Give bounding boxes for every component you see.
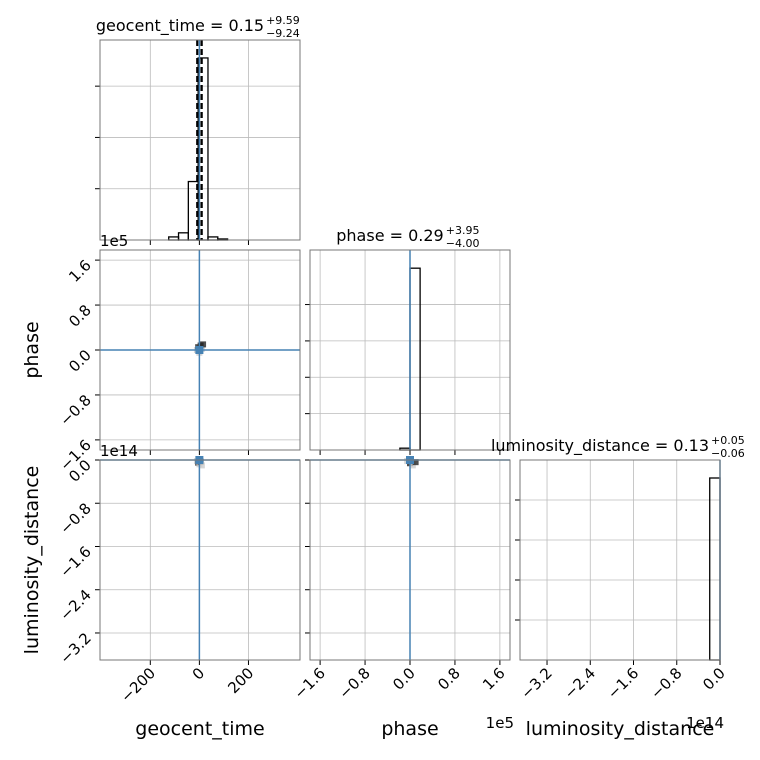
panel-title: geocent_time = 0.15 [96, 16, 264, 36]
histogram-bar [409, 267, 421, 451]
title-upper: +0.05 [711, 434, 745, 447]
panel-title: luminosity_distance = 0.13 [491, 436, 709, 456]
x-tick-label: −2.4 [561, 664, 599, 702]
x-tick-label: 0 [189, 664, 208, 683]
x-tick-label: 0.8 [434, 664, 464, 694]
x-axis-label: phase [381, 718, 438, 740]
x-offset-label: 1e5 [486, 714, 514, 732]
x-axis-label: geocent_time [135, 718, 264, 740]
sample-point [412, 459, 419, 466]
y-tick-label: −2.4 [56, 586, 94, 624]
y-axis-label: luminosity_distance [21, 466, 43, 655]
histogram-bar [177, 232, 189, 241]
title-lower: −9.24 [266, 27, 300, 40]
y-tick-label: −3.2 [56, 629, 94, 667]
x-tick-label: −0.8 [335, 664, 373, 702]
y-offset-label: 1e14 [100, 442, 138, 460]
y-tick-label: −1.6 [56, 543, 94, 581]
panel-frame [99, 249, 301, 451]
sample-point [200, 341, 207, 348]
x-tick-label: −200 [117, 664, 159, 706]
panel-frame [99, 459, 301, 661]
title-upper: +3.95 [446, 224, 480, 237]
title-upper: +9.59 [266, 14, 300, 27]
title-lower: −0.06 [711, 447, 745, 460]
x-tick-label: −1.6 [604, 664, 642, 702]
y-tick-label: −0.8 [56, 499, 94, 537]
panel-frame [99, 39, 301, 241]
x-tick-label: 0.0 [389, 664, 419, 694]
panel-frame [309, 459, 511, 661]
y-tick-label: 0.8 [65, 301, 95, 331]
histogram-bar [709, 477, 721, 661]
panel-frame [309, 249, 511, 451]
x-offset-label: 1e14 [686, 714, 724, 732]
x-tick-label: 1.6 [479, 664, 509, 694]
y-tick-label: 0.0 [65, 346, 95, 376]
x-tick-label: −1.6 [290, 664, 328, 702]
truth-marker [195, 346, 204, 354]
sample-point [198, 462, 205, 469]
x-tick-label: 200 [224, 664, 257, 697]
x-tick-label: 0.0 [699, 664, 729, 694]
y-axis-label: phase [21, 321, 43, 378]
y-tick-label: 1.6 [65, 256, 95, 286]
sample-point [409, 462, 416, 469]
y-tick-label: −0.8 [56, 391, 94, 429]
x-tick-label: −0.8 [647, 664, 685, 702]
x-axis-label: luminosity_distance [526, 718, 715, 740]
title-lower: −4.00 [446, 237, 480, 250]
x-tick-label: −3.2 [517, 664, 555, 702]
y-offset-label: 1e5 [100, 232, 128, 250]
panel-title: phase = 0.29 [336, 226, 443, 245]
panel-frame [519, 459, 721, 661]
